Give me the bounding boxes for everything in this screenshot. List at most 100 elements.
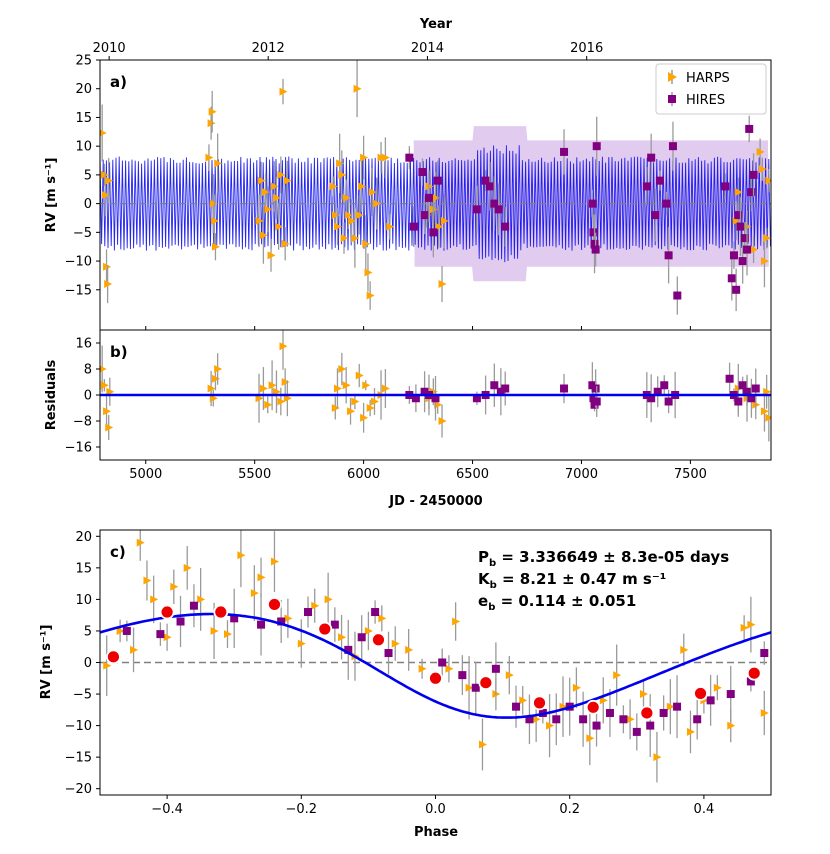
b-harps-point bbox=[351, 397, 360, 406]
c-hires-point bbox=[458, 671, 467, 680]
b-harps-point bbox=[100, 365, 107, 373]
a-ytick-label: 0 bbox=[84, 197, 92, 212]
a-ytick-label: 25 bbox=[75, 54, 92, 69]
c-binned-point bbox=[159, 604, 175, 620]
a-harps-point bbox=[208, 107, 217, 116]
a-hires-point bbox=[729, 251, 738, 260]
a-hires-point bbox=[668, 142, 677, 151]
c-hires-point bbox=[471, 683, 480, 692]
b-harps-point bbox=[342, 381, 351, 390]
c-harps-point bbox=[686, 727, 695, 736]
c-hires-point bbox=[384, 649, 393, 658]
legend-hires-label: HIRES bbox=[686, 93, 725, 108]
a-hires-point bbox=[409, 222, 418, 231]
b-hires-point bbox=[743, 387, 752, 396]
legend-harps-marker bbox=[668, 72, 677, 82]
b-harps-point bbox=[100, 381, 109, 390]
c-hires-point bbox=[371, 608, 380, 617]
c-binned-point bbox=[106, 649, 121, 665]
c-harps-point bbox=[364, 626, 373, 635]
a-hires-point bbox=[642, 182, 651, 191]
c-harps-point bbox=[391, 639, 400, 648]
a-harps-point bbox=[211, 242, 220, 251]
a-hires-point bbox=[647, 153, 656, 162]
panel-a-label: a) bbox=[110, 73, 127, 91]
a-harps-point bbox=[756, 147, 765, 156]
a-hires-point bbox=[662, 199, 671, 208]
b-harps-point bbox=[211, 374, 220, 383]
a-hires-point bbox=[429, 228, 438, 237]
c-harps-point bbox=[223, 630, 232, 639]
b-hires-point bbox=[560, 384, 569, 393]
a-harps-point bbox=[279, 87, 288, 96]
c-harps-point bbox=[452, 617, 461, 626]
b-harps-point bbox=[268, 381, 277, 390]
c-hires-point bbox=[760, 649, 769, 658]
c-harps-point bbox=[183, 563, 192, 572]
c-harps-point bbox=[713, 683, 722, 692]
c-harps-point bbox=[572, 683, 581, 692]
a-harps-point bbox=[214, 159, 223, 168]
b-harps-point bbox=[259, 384, 268, 393]
c-hires-point bbox=[277, 617, 286, 626]
panel-b-xlabel: JD - 2450000 bbox=[388, 494, 482, 509]
a-harps-point bbox=[348, 216, 357, 225]
legend-harps-label: HARPS bbox=[686, 71, 730, 86]
b-harps-point bbox=[438, 417, 447, 425]
c-harps-point bbox=[478, 740, 487, 749]
c-ytick-label: −20 bbox=[65, 782, 92, 797]
top-axis-label: Year bbox=[419, 17, 453, 32]
b-harps-point bbox=[355, 371, 364, 380]
c-ytick-label: 10 bbox=[75, 593, 92, 608]
b-hires-point bbox=[591, 384, 600, 393]
a-harps-point bbox=[259, 231, 268, 240]
c-harps-point bbox=[284, 614, 293, 623]
panel-b-plot-area bbox=[100, 330, 771, 442]
a-harps-point bbox=[373, 199, 382, 208]
b-harps-point bbox=[281, 378, 290, 386]
b-xtick-label: 5000 bbox=[129, 467, 162, 482]
a-harps-point bbox=[763, 234, 771, 243]
c-xtick-label: 0.0 bbox=[425, 802, 446, 817]
b-hires-point bbox=[472, 394, 481, 403]
a-hires-point bbox=[734, 211, 743, 220]
b-harps-point bbox=[331, 404, 340, 412]
legend: HARPS HIRES bbox=[655, 63, 767, 115]
c-binned-point bbox=[639, 705, 655, 721]
a-harps-point bbox=[364, 268, 373, 277]
c-harps-point bbox=[519, 696, 528, 705]
a-hires-point bbox=[738, 257, 747, 266]
c-xtick-label: 0.2 bbox=[559, 802, 580, 817]
b-xtick-label: 5500 bbox=[238, 467, 271, 482]
b-hires-point bbox=[653, 387, 662, 396]
legend-hires-marker bbox=[668, 95, 676, 103]
b-harps-point bbox=[366, 404, 375, 412]
c-hires-point bbox=[592, 721, 601, 730]
a-harps-point bbox=[342, 193, 351, 202]
b-harps-point bbox=[264, 400, 273, 409]
b-hires-point bbox=[751, 384, 760, 393]
c-hires-point bbox=[176, 617, 185, 626]
c-ytick-label: 5 bbox=[84, 624, 92, 639]
c-hires-point bbox=[659, 708, 668, 717]
c-binned-point bbox=[478, 675, 494, 691]
c-harps-point bbox=[237, 551, 246, 560]
a-hires-point bbox=[664, 251, 673, 260]
b-harps-point bbox=[105, 423, 114, 432]
a-hires-point bbox=[651, 211, 660, 220]
c-hires-point bbox=[726, 690, 735, 699]
c-ytick-label: −15 bbox=[65, 751, 92, 766]
c-harps-point bbox=[103, 661, 112, 670]
c-hires-point bbox=[304, 608, 313, 617]
c-hires-point bbox=[189, 601, 198, 610]
a-harps-point bbox=[100, 129, 107, 137]
c-hires-point bbox=[344, 645, 353, 654]
top-year-tick-label: 2016 bbox=[570, 41, 603, 56]
a-hires-point bbox=[560, 147, 569, 156]
c-binned-point bbox=[267, 597, 282, 612]
a-harps-point bbox=[329, 182, 338, 191]
panel-c-label: c) bbox=[110, 543, 126, 561]
